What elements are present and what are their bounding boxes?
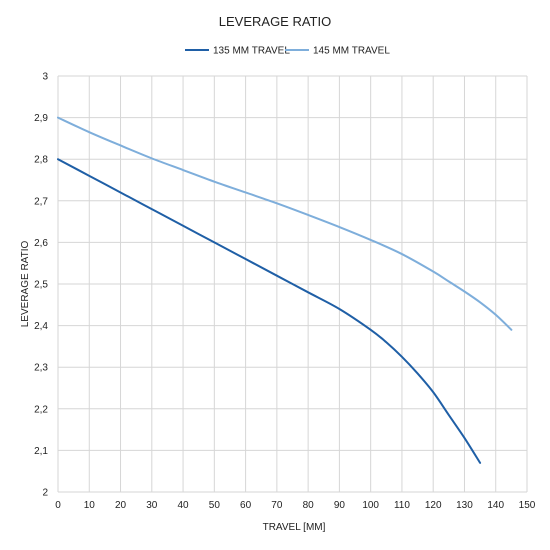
x-tick-label: 80 xyxy=(303,500,315,511)
x-tick-label: 70 xyxy=(271,500,283,511)
x-tick-label: 10 xyxy=(84,500,96,511)
y-tick-label: 2,5 xyxy=(34,280,48,291)
y-axis-title: LEVERAGE RATIO xyxy=(20,241,31,328)
x-tick-label: 130 xyxy=(456,500,473,511)
y-tick-label: 2,8 xyxy=(34,155,48,166)
y-tick-label: 2,7 xyxy=(34,196,48,207)
y-tick-label: 3 xyxy=(42,72,48,83)
x-tick-label: 110 xyxy=(394,500,410,511)
x-axis-ticks: 0 10 20 30 40 50 60 70 80 90 100 110 120 130 140 150 xyxy=(55,500,536,511)
series-lines xyxy=(57,116,513,464)
y-tick-label: 2,3 xyxy=(34,363,48,374)
x-tick-label: 20 xyxy=(115,500,127,511)
chart-title: LEVERAGE RATIO xyxy=(219,14,331,29)
legend-label-145-mm-travel: 145 MM TRAVEL xyxy=(313,46,390,57)
x-tick-label: 140 xyxy=(487,500,504,511)
x-tick-label: 90 xyxy=(334,500,346,511)
series-line-145-mm-travel xyxy=(57,116,513,331)
series-line-135-mm-travel xyxy=(57,158,482,464)
x-axis-title: TRAVEL [MM] xyxy=(263,522,326,533)
x-tick-label: 100 xyxy=(362,500,379,511)
y-tick-label: 2 xyxy=(42,488,48,499)
y-tick-label: 2,9 xyxy=(34,113,48,124)
x-tick-label: 0 xyxy=(55,500,61,511)
grid xyxy=(57,75,528,493)
x-tick-label: 60 xyxy=(240,500,252,511)
y-tick-label: 2,4 xyxy=(34,321,48,332)
legend: 135 MM TRAVEL 145 MM TRAVEL xyxy=(185,46,390,57)
x-tick-label: 120 xyxy=(425,500,442,511)
x-tick-label: 50 xyxy=(209,500,221,511)
y-axis-ticks: 2 2,1 2,2 2,3 2,4 2,5 2,6 2,7 2,8 2,9 3 xyxy=(34,72,48,499)
legend-label-135-mm-travel: 135 MM TRAVEL xyxy=(213,46,290,57)
x-tick-label: 30 xyxy=(146,500,158,511)
y-tick-label: 2,6 xyxy=(34,238,48,249)
y-tick-label: 2,2 xyxy=(34,404,48,415)
y-tick-label: 2,1 xyxy=(34,446,48,457)
x-tick-label: 40 xyxy=(178,500,190,511)
x-tick-label: 150 xyxy=(519,500,536,511)
